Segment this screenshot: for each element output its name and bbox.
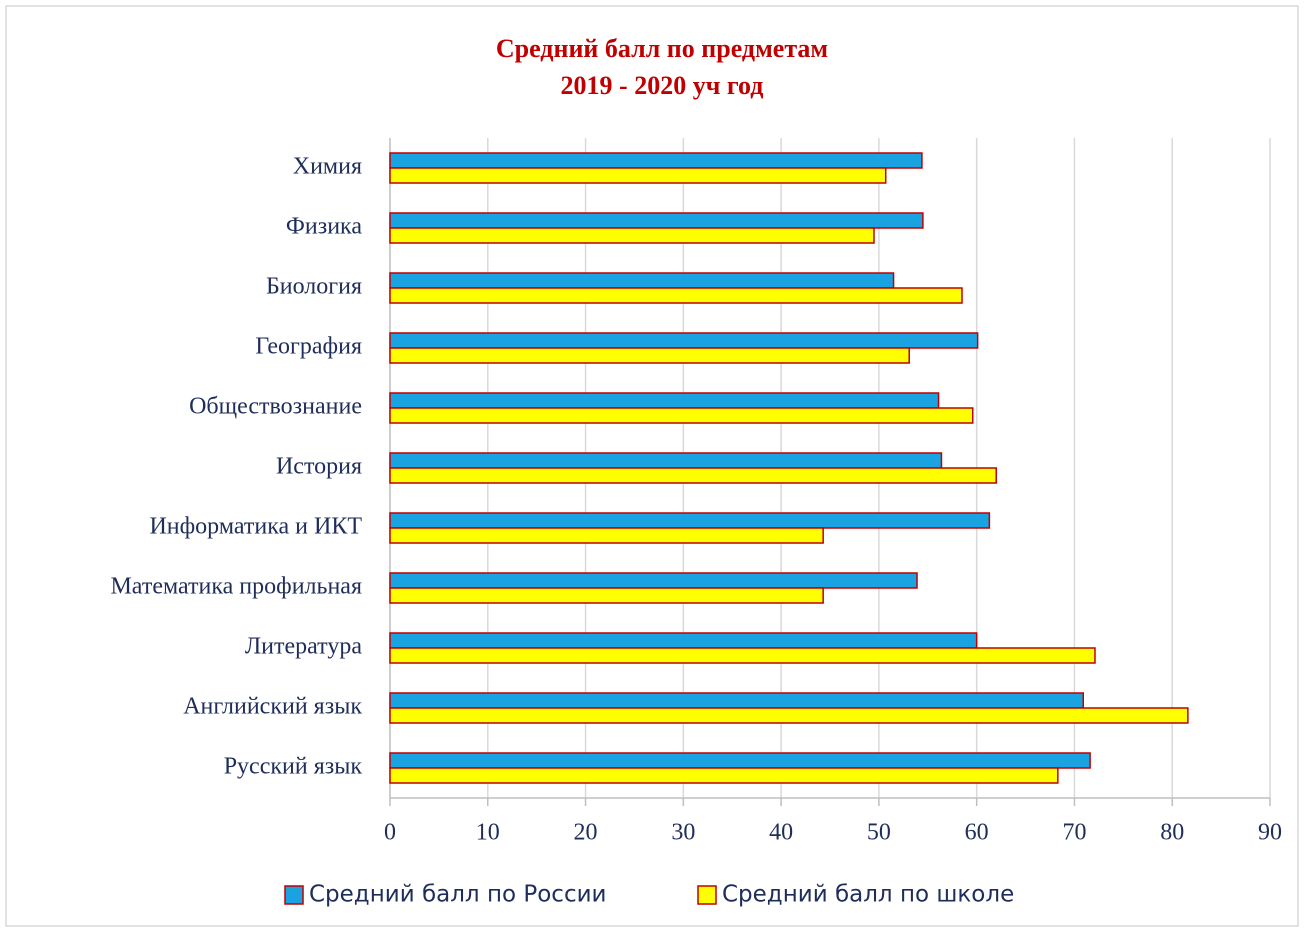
chart-title: Средний балл по предметам <box>496 34 828 63</box>
bar <box>389 152 923 169</box>
bar <box>389 392 940 409</box>
bar <box>389 407 974 424</box>
y-tick-label: Химия <box>293 154 362 180</box>
bar <box>389 752 1091 769</box>
bar <box>389 452 943 469</box>
legend-swatch <box>697 885 717 905</box>
y-tick-label: Английский язык <box>183 694 362 720</box>
legend-label: Средний балл по школе <box>722 882 1014 908</box>
x-tick-label: 60 <box>965 820 989 846</box>
bar <box>389 332 979 349</box>
bar <box>389 647 1096 664</box>
y-tick-label: Биология <box>266 274 362 300</box>
y-tick-label: История <box>276 454 362 480</box>
bar <box>389 212 924 229</box>
y-tick-label: Литература <box>245 634 362 660</box>
x-tick-label: 20 <box>574 820 598 846</box>
bar <box>389 572 918 589</box>
bar <box>389 287 963 304</box>
y-tick-label: Физика <box>286 214 362 240</box>
bar <box>389 347 910 364</box>
y-tick-label: Обществознание <box>189 394 362 420</box>
bar <box>389 632 978 649</box>
x-tick-label: 80 <box>1160 820 1184 846</box>
bar <box>389 527 824 544</box>
x-tick-label: 50 <box>867 820 891 846</box>
y-tick-label: Информатика и ИКТ <box>149 514 362 540</box>
y-tick-label: Математика профильная <box>110 574 362 600</box>
x-tick-label: 0 <box>384 820 396 846</box>
x-tick-label: 10 <box>476 820 500 846</box>
bar <box>389 227 875 244</box>
chart-subtitle: 2019 - 2020 уч год <box>561 71 764 100</box>
bar <box>389 707 1189 724</box>
bar <box>389 167 887 184</box>
y-tick-label: Русский язык <box>224 754 363 780</box>
y-tick-label: География <box>255 334 362 360</box>
x-tick-label: 90 <box>1258 820 1282 846</box>
legend-swatch <box>284 885 304 905</box>
x-tick-label: 40 <box>769 820 793 846</box>
bar <box>389 587 824 604</box>
legend-label: Средний балл по России <box>309 882 607 908</box>
bar <box>389 512 991 529</box>
x-tick-label: 30 <box>671 820 695 846</box>
bar <box>389 272 895 289</box>
bar <box>389 767 1059 784</box>
bar <box>389 467 997 484</box>
bar <box>389 692 1084 709</box>
x-tick-label: 70 <box>1062 820 1086 846</box>
